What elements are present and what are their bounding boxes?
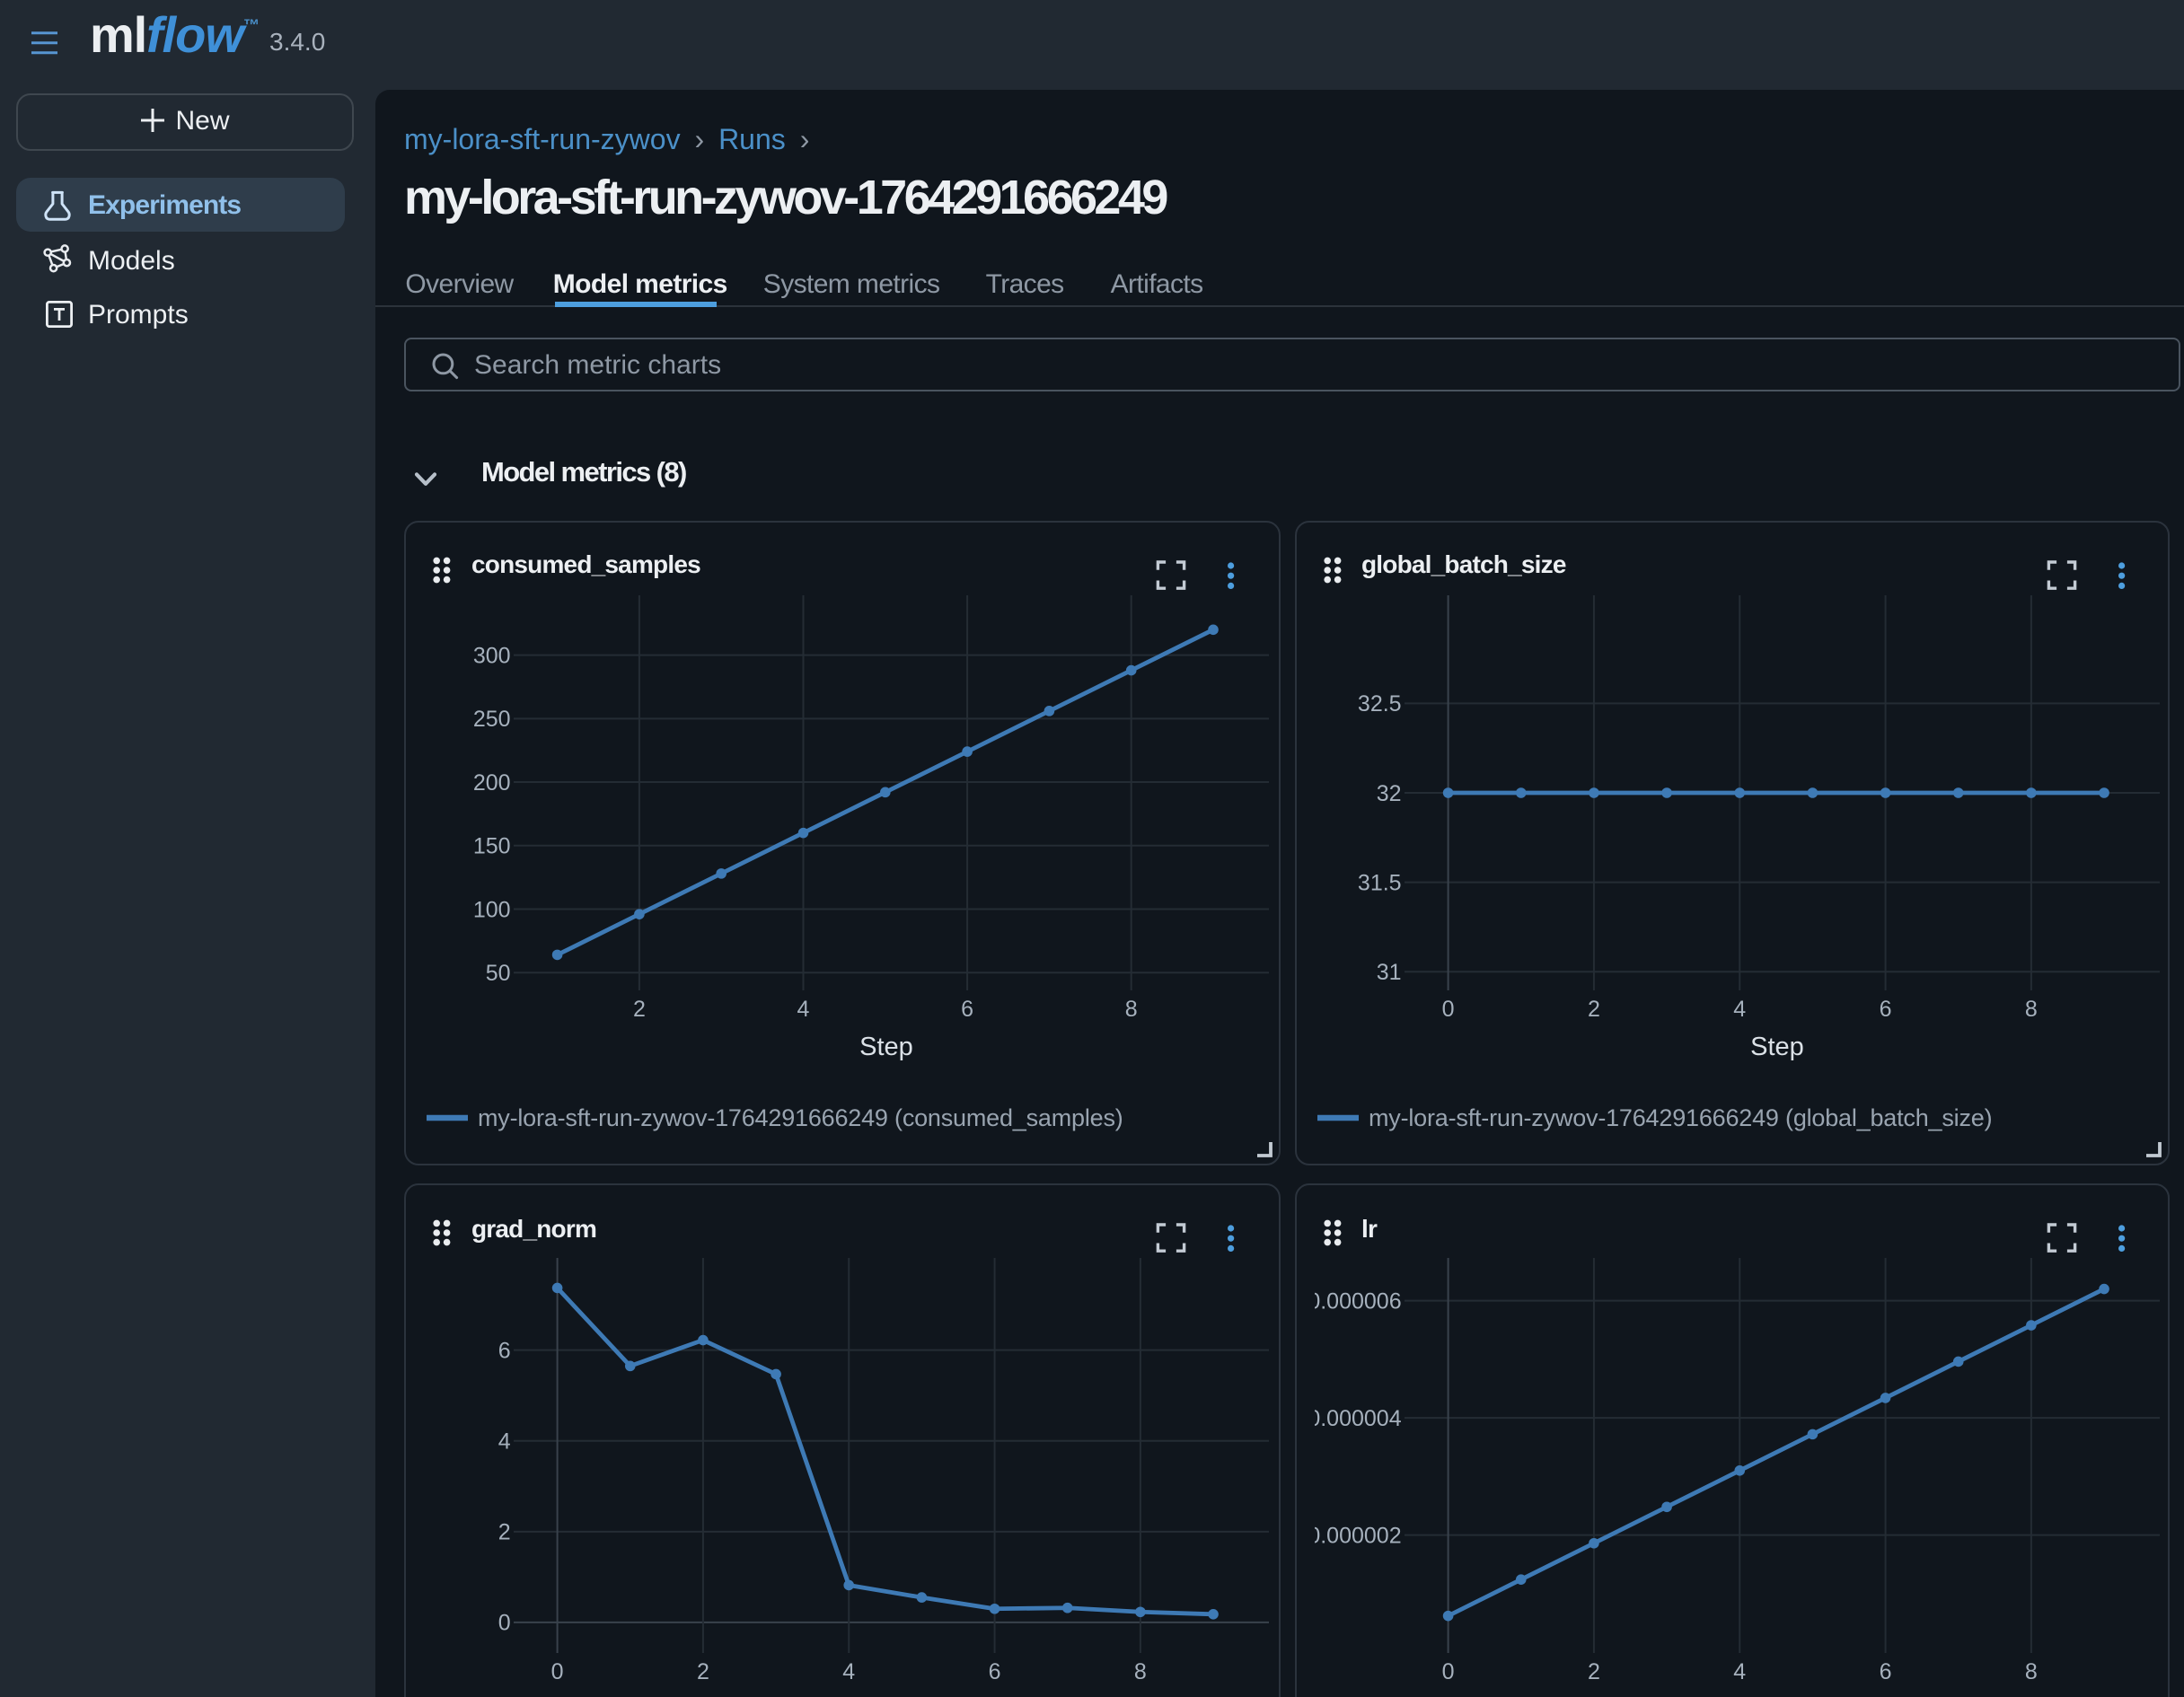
- svg-text:31: 31: [1376, 959, 1401, 984]
- svg-text:Step: Step: [859, 1032, 913, 1060]
- svg-text:8: 8: [1134, 1659, 1147, 1684]
- svg-text:6: 6: [1879, 996, 1891, 1021]
- svg-text:100: 100: [473, 896, 511, 921]
- svg-text:6: 6: [1879, 1659, 1891, 1684]
- svg-text:32.5: 32.5: [1357, 690, 1401, 716]
- svg-text:8: 8: [2024, 996, 2037, 1021]
- svg-text:6: 6: [498, 1338, 511, 1363]
- svg-text:0: 0: [1441, 996, 1454, 1021]
- svg-text:4: 4: [797, 996, 810, 1021]
- svg-text:31.5: 31.5: [1357, 869, 1401, 894]
- svg-text:4: 4: [498, 1429, 511, 1455]
- svg-text:0.000006: 0.000006: [1314, 1288, 1401, 1314]
- svg-text:4: 4: [1732, 1659, 1745, 1684]
- svg-text:32: 32: [1376, 780, 1401, 805]
- svg-text:250: 250: [473, 706, 511, 731]
- svg-text:0.000002: 0.000002: [1314, 1523, 1401, 1548]
- svg-text:2: 2: [633, 996, 646, 1021]
- svg-text:2: 2: [697, 1659, 709, 1684]
- svg-text:2: 2: [1587, 996, 1599, 1021]
- svg-text:Step: Step: [1749, 1695, 1803, 1697]
- svg-text:150: 150: [473, 833, 511, 858]
- svg-text:0: 0: [551, 1659, 564, 1684]
- svg-text:my-lora-sft-run-zywov-17642916: my-lora-sft-run-zywov-1764291666249 (glo…: [1368, 1103, 1991, 1130]
- svg-text:Step: Step: [859, 1695, 913, 1697]
- svg-text:8: 8: [2024, 1659, 2037, 1684]
- svg-text:4: 4: [842, 1659, 855, 1684]
- svg-text:2: 2: [498, 1520, 511, 1545]
- svg-text:0.000004: 0.000004: [1314, 1406, 1401, 1431]
- svg-text:4: 4: [1732, 996, 1745, 1021]
- svg-text:6: 6: [961, 996, 973, 1021]
- svg-text:2: 2: [1587, 1659, 1599, 1684]
- svg-text:300: 300: [473, 642, 511, 667]
- svg-text:Step: Step: [1749, 1032, 1803, 1060]
- svg-text:0: 0: [498, 1611, 511, 1636]
- svg-text:6: 6: [989, 1659, 1001, 1684]
- svg-text:200: 200: [473, 769, 511, 795]
- svg-text:8: 8: [1125, 996, 1138, 1021]
- svg-text:my-lora-sft-run-zywov-17642916: my-lora-sft-run-zywov-1764291666249 (con…: [478, 1103, 1123, 1130]
- svg-text:0: 0: [1441, 1659, 1454, 1684]
- svg-text:50: 50: [486, 960, 511, 985]
